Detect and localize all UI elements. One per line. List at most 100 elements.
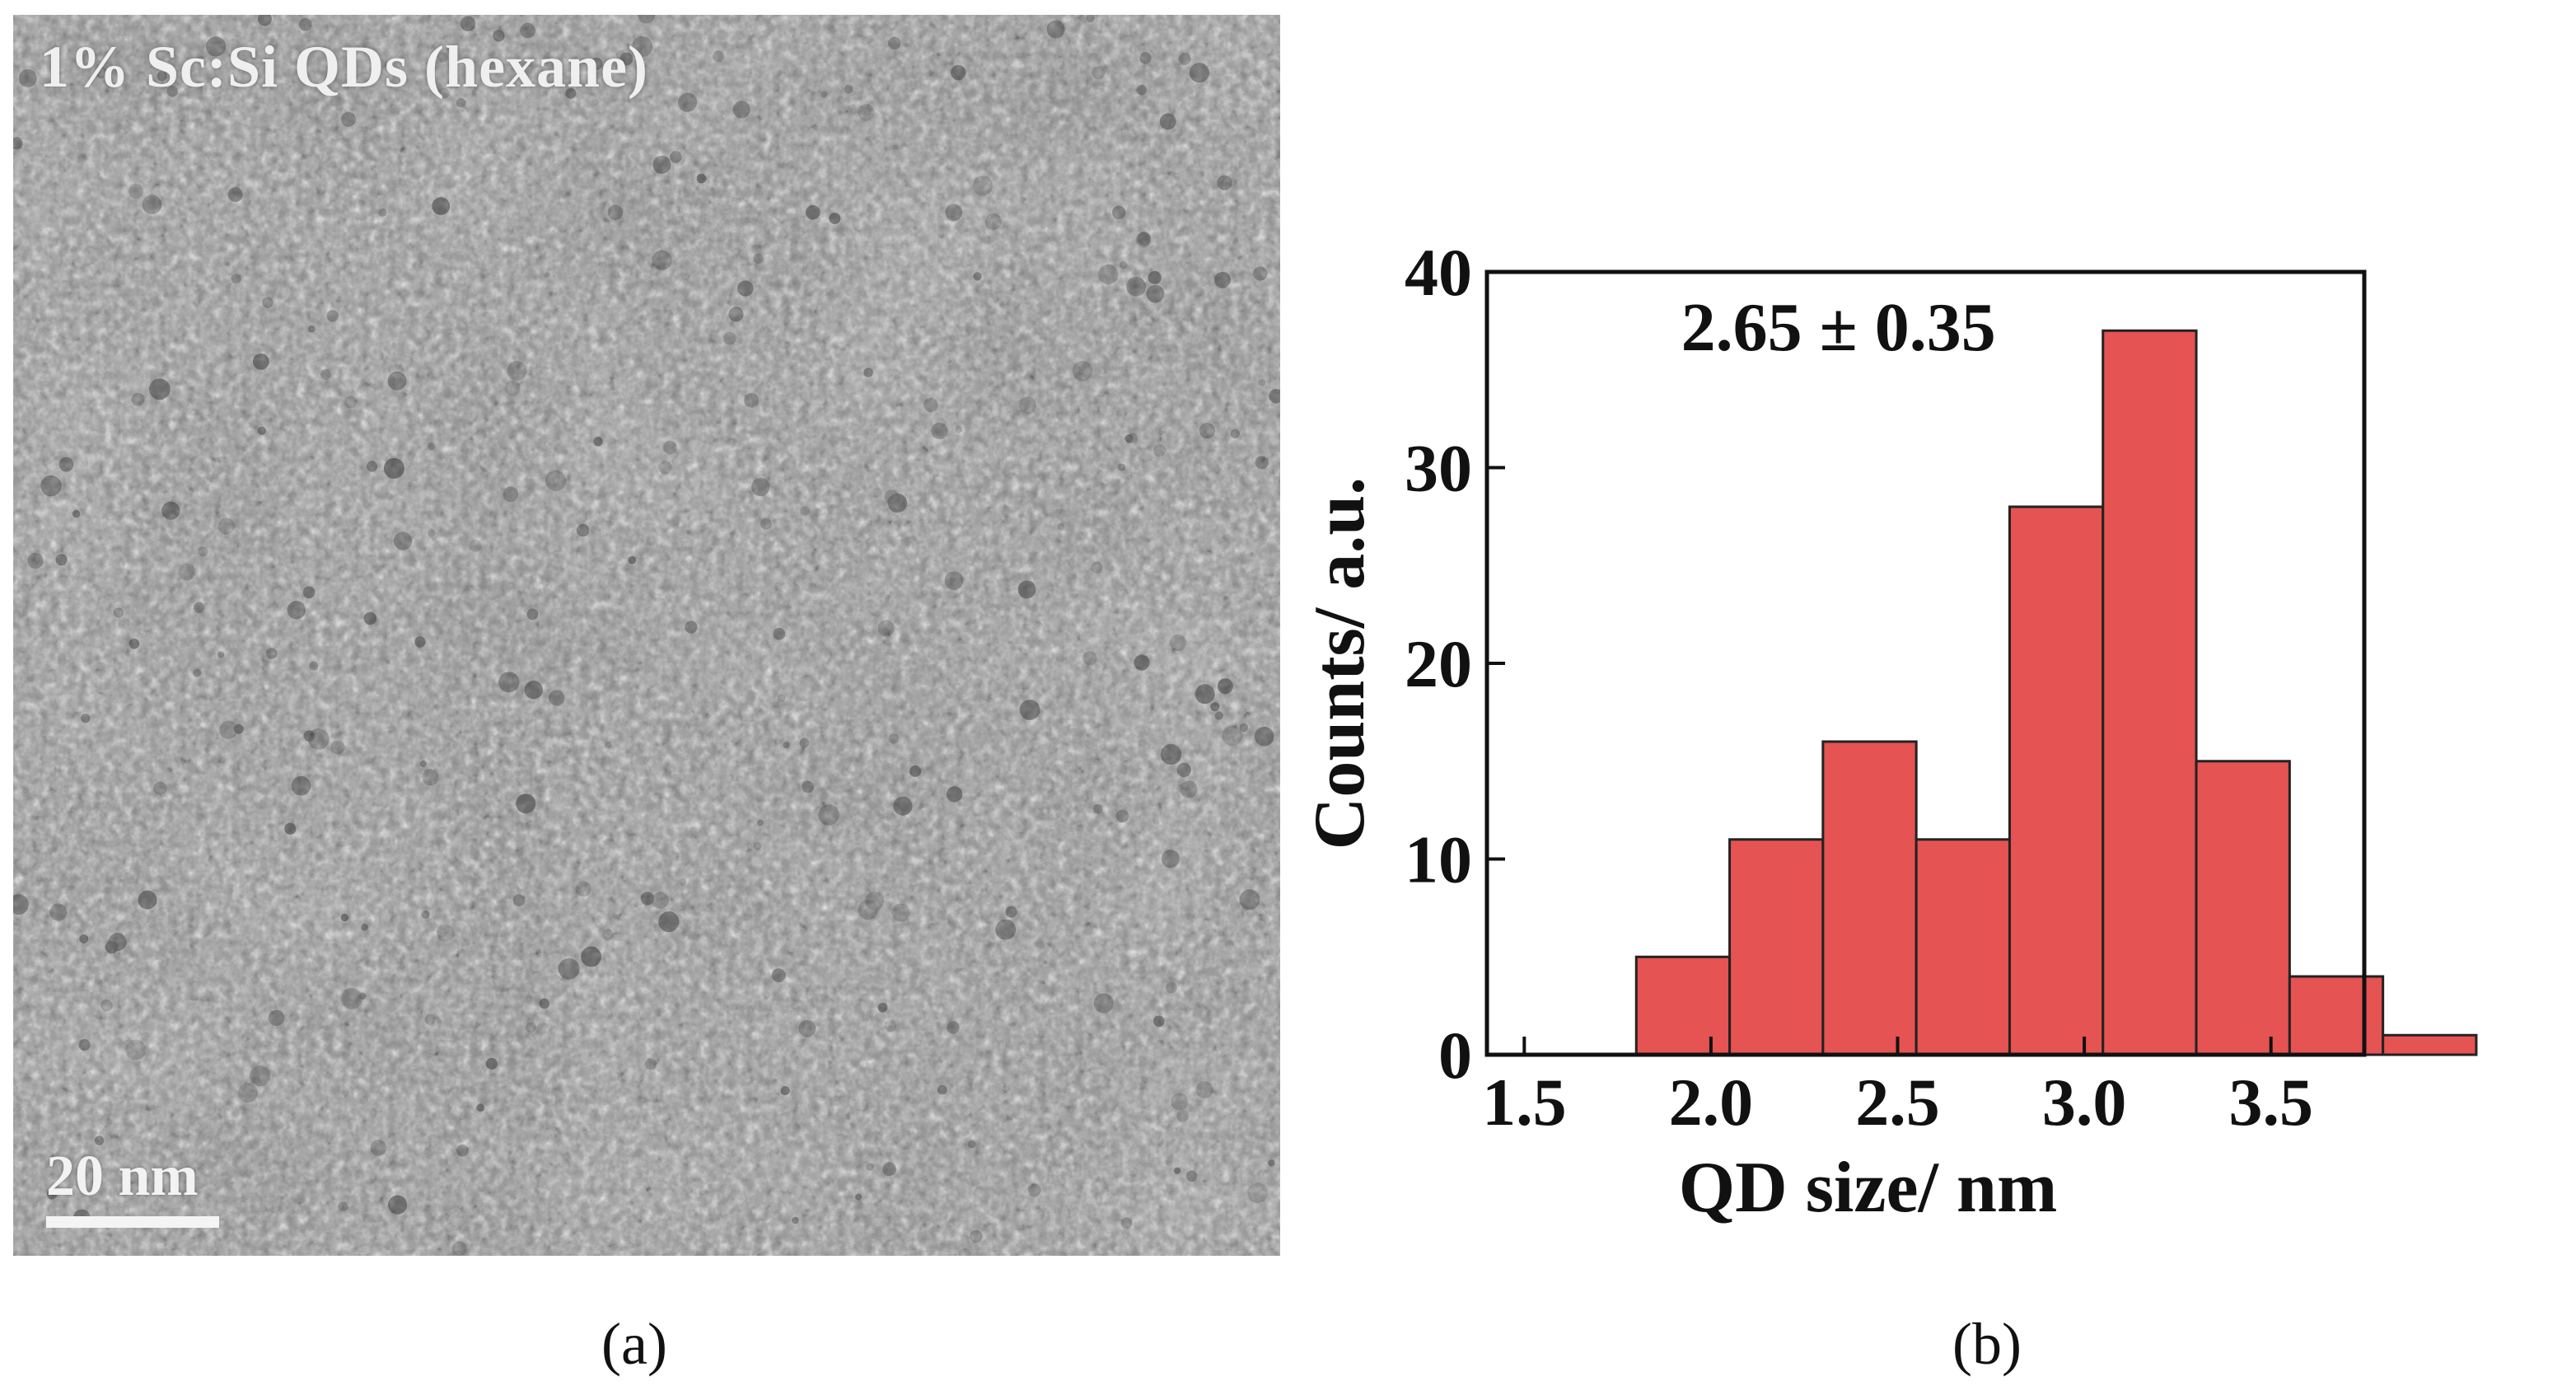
nanoparticle-speck [652, 250, 672, 271]
nanoparticle-speck [558, 958, 580, 980]
nanoparticle-speck [628, 555, 637, 564]
nanoparticle-speck [632, 35, 653, 58]
nanoparticle-speck [456, 98, 466, 108]
nanoparticle-speck [658, 461, 672, 475]
nanoparticle-speck [545, 470, 567, 492]
nanoparticle-speck [1005, 906, 1017, 918]
nanoparticle-speck [250, 1065, 271, 1087]
y-axis-label: Counts/ a.u. [1300, 477, 1380, 850]
nanoparticle-speck [1176, 1110, 1190, 1122]
y-tick-label: 30 [1405, 431, 1472, 506]
nanoparticle-speck [437, 52, 448, 63]
nanoparticle-speck [438, 87, 450, 99]
nanoparticle-speck [884, 489, 899, 504]
nanoparticle-speck [1253, 266, 1268, 281]
nanoparticle-speck [722, 331, 736, 345]
nanoparticle-speck [818, 804, 839, 826]
nanoparticle-speck [1195, 1081, 1213, 1099]
nanoparticle-speck [326, 310, 339, 322]
histogram-chart: 0 10 20 30 40 1.5 2.0 2.5 3.0 3.5 2.65 ± 0.35 QD… [1300, 235, 2478, 1228]
nanoparticle-speck [581, 946, 601, 967]
nanoparticle-speck [1161, 850, 1180, 869]
nanoparticle-speck [1091, 561, 1103, 574]
nanoparticle-speck [605, 741, 612, 749]
x-tick-label: 3.5 [2228, 1065, 2313, 1140]
nanoparticle-speck [1255, 456, 1269, 470]
nanoparticle-speck [805, 205, 820, 220]
nanoparticle-speck [1217, 175, 1232, 190]
nanoparticle-speck [142, 194, 162, 214]
nanoparticle-speck [206, 36, 227, 57]
nanoparticle-speck [308, 325, 316, 333]
nanoparticle-speck [520, 22, 535, 39]
nanoparticle-speck [619, 52, 633, 66]
nanoparticle-speck [1210, 702, 1220, 712]
nanoparticle-speck [265, 648, 278, 659]
nanoparticle-speck [753, 841, 762, 850]
nanoparticle-speck [931, 422, 948, 440]
nanoparticle-speck [678, 92, 698, 112]
nanoparticle-speck [485, 1057, 498, 1070]
nanoparticle-speck [658, 911, 680, 933]
nanoparticle-speck [437, 924, 455, 942]
nanoparticle-speck [78, 1039, 91, 1051]
nanoparticle-speck [129, 184, 143, 199]
nanoparticle-speck [388, 1195, 408, 1215]
nanoparticle-speck [432, 197, 451, 216]
nanoparticle-speck [829, 213, 841, 225]
nanoparticle-speck [539, 998, 549, 1009]
tem-texture [13, 15, 1280, 1256]
tem-micrograph: 1% Sc:Si QDs (hexane) 20 nm [13, 15, 1280, 1256]
nanoparticle-speck [1017, 580, 1036, 599]
histogram-bar-2 [1728, 838, 1825, 1056]
nanoparticle-speck [955, 426, 963, 433]
nanoparticle-speck [882, 1162, 896, 1177]
nanoparticle-speck [166, 86, 178, 97]
nanoparticle-speck [307, 728, 330, 750]
nanoparticle-speck [1093, 804, 1103, 814]
nanoparticle-speck [937, 1084, 947, 1095]
x-tick-label: 2.0 [1669, 1065, 1754, 1140]
nanoparticle-speck [526, 1022, 536, 1033]
nanoparticle-speck [96, 67, 107, 79]
nanoparticle-speck [1269, 388, 1280, 404]
nanoparticle-speck [526, 608, 539, 620]
nanoparticle-speck [414, 636, 426, 648]
nanoparticle-speck [967, 1140, 976, 1149]
nanoparticle-speck [287, 601, 306, 620]
nanoparticle-speck [419, 760, 427, 768]
nanoparticle-speck [958, 1248, 971, 1256]
nanoparticle-speck [13, 137, 23, 150]
nanoparticle-speck [340, 913, 348, 922]
x-tick-label: 2.5 [1855, 1065, 1940, 1140]
nanoparticle-speck [1139, 52, 1152, 64]
nanoparticle-speck [194, 602, 205, 614]
nanoparticle-speck [341, 987, 362, 1009]
size-annotation: 2.65 ± 0.35 [1681, 289, 1996, 366]
nanoparticle-speck [970, 1229, 983, 1243]
nanoparticle-speck [757, 819, 764, 826]
nanoparticle-speck [262, 297, 273, 308]
nanoparticle-speck [865, 891, 884, 911]
nanoparticle-speck [72, 509, 81, 518]
nanoparticle-speck [363, 611, 377, 625]
nanoparticle-speck [888, 733, 900, 744]
nanoparticle-speck [358, 992, 367, 1000]
nanoparticle-speck [984, 213, 1002, 231]
nanoparticle-speck [493, 30, 505, 42]
nanoparticle-speck [27, 552, 44, 569]
nanoparticle-speck [1057, 522, 1065, 531]
nanoparticle-speck [138, 890, 157, 910]
nanoparticle-speck [108, 933, 127, 952]
histogram-bar-4 [1914, 838, 2011, 1056]
histogram-bar-8 [2288, 975, 2385, 1056]
nanoparticle-speck [576, 523, 590, 537]
nanoparticle-speck [1082, 651, 1097, 666]
nanoparticle-speck [302, 586, 316, 599]
nanoparticle-speck [1127, 433, 1138, 444]
nanoparticle-speck [884, 1019, 897, 1032]
nanoparticle-speck [344, 396, 358, 409]
nanoparticle-speck [1217, 678, 1233, 695]
nanoparticle-speck [1086, 15, 1095, 23]
nanoparticle-speck [131, 392, 145, 406]
